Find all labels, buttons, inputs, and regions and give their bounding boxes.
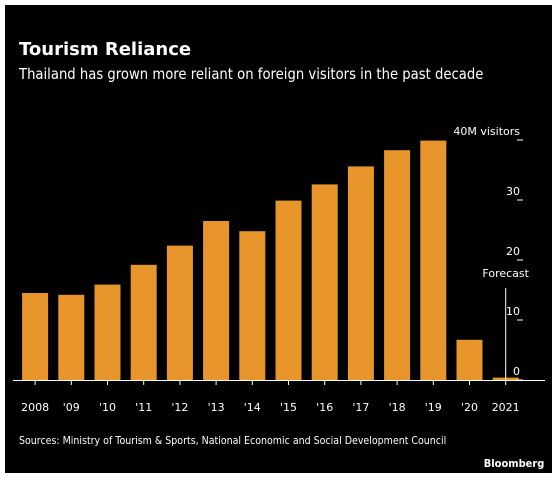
x-tick-label: '18 [389,401,406,414]
bar-19 [420,140,447,380]
y-tick-label: 0 [513,365,520,378]
bar-2008 [22,293,49,380]
chart-subtitle: Thailand has grown more reliant on forei… [19,65,484,83]
x-tick-label: '15 [280,401,297,414]
bar-chart: 2008 '09 '10 '11 '12 '13 '14 '15 '16 '17 '18 '19 '20… [13,125,545,414]
x-tick-label: '14 [244,401,261,414]
chart-title: Tourism Reliance [19,39,192,60]
y-tick-label: 10 [506,305,520,318]
bar-18 [384,150,411,380]
bar-15 [275,200,302,380]
x-tick-label: '19 [425,401,442,414]
chart-panel: Tourism Reliance Thailand has grown more… [5,5,552,473]
y-tick-label: 40M visitors [453,125,520,138]
bar-10 [94,284,121,380]
x-tick-label: '12 [171,401,188,414]
x-tick-label: '10 [99,401,116,414]
bar-09 [58,294,85,380]
bar-11 [130,264,157,380]
bar-16 [311,184,338,380]
forecast-annotation: Forecast [482,267,529,280]
x-tick-label: '20 [461,401,478,414]
bar-20 [456,339,483,380]
x-tick-label: '11 [135,401,152,414]
x-tick-label: '16 [316,401,333,414]
bar-12 [166,245,193,380]
x-tick-label: 2008 [21,401,49,414]
source-note: Sources: Ministry of Tourism & Sports, N… [19,434,447,447]
x-tick-label: '17 [352,401,369,414]
y-tick-label: 20 [506,245,520,258]
x-tick-label: '09 [63,401,80,414]
x-tick-label: 2021 [492,401,520,414]
bar-17 [347,166,374,380]
bar-14 [239,231,266,380]
bloomberg-logo: Bloomberg [483,457,544,470]
y-tick-label: 30 [506,185,520,198]
x-tick-label: '13 [208,401,225,414]
bar-13 [203,221,230,380]
